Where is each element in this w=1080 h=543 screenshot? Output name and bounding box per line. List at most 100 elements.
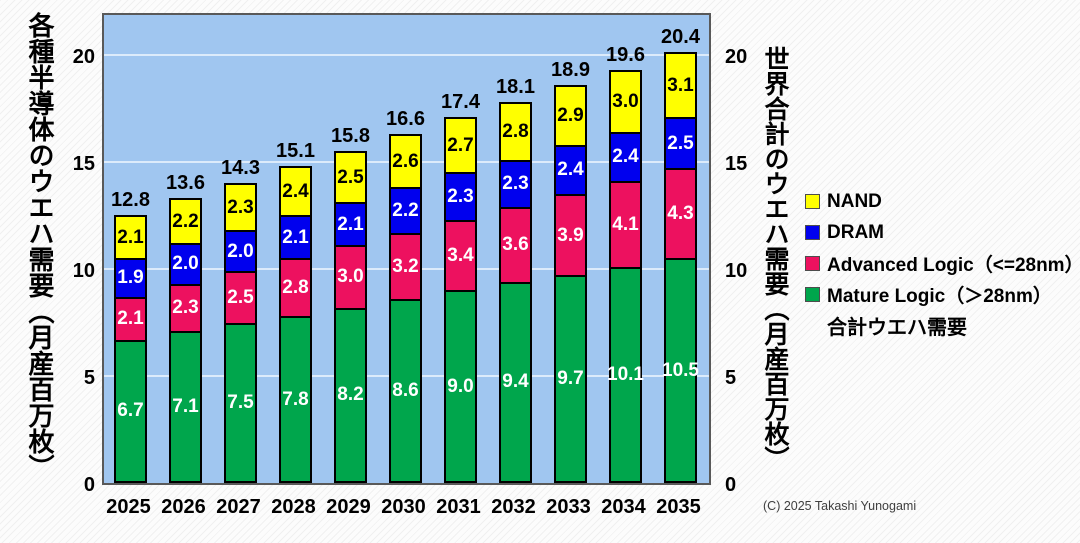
- bar-segment-dram: 2.0: [224, 230, 257, 273]
- bar-segment-mature-logic: 10.5: [662, 258, 699, 483]
- x-tick-label-2026: 2026: [161, 496, 206, 519]
- x-tick-label-2029: 2029: [326, 496, 371, 519]
- segment-value-label: 3.2: [392, 255, 419, 277]
- x-tick-label-2030: 2030: [381, 496, 426, 519]
- gridline-20: [104, 54, 709, 56]
- bar-stack: 7.5 2.5 2.0 2.3: [224, 182, 257, 483]
- segment-value-label: 3.9: [557, 224, 584, 246]
- bar-2026: 7.1 2.3 2.0 2.2 13.6: [166, 172, 205, 483]
- segment-value-label: 2.7: [447, 134, 474, 156]
- x-tick-label-2035: 2035: [656, 496, 701, 519]
- segment-value-label: 2.4: [282, 180, 309, 202]
- bar-segment-nand: 2.2: [169, 197, 202, 246]
- bar-2031: 9.0 3.4 2.3 2.7 17.4: [441, 91, 480, 483]
- bar-total-label: 17.4: [441, 90, 480, 113]
- segment-value-label: 7.5: [227, 391, 254, 413]
- bar-segment-nand: 2.4: [279, 165, 312, 218]
- x-tick-text: 2035: [656, 496, 701, 518]
- left-axis-title: 各種半導体のウエハ需要（月産百万枚）: [25, 12, 55, 480]
- segment-value-label: 2.0: [172, 253, 199, 275]
- segment-value-label: 9.4: [502, 371, 529, 393]
- segment-value-label: 3.0: [612, 90, 639, 112]
- segment-value-label: 1.9: [117, 267, 144, 289]
- bar-segment-mature-logic: 8.2: [334, 307, 367, 483]
- bar-segment-advanced-logic: 3.4: [444, 219, 477, 293]
- bar-stack: 9.0 3.4 2.3 2.7: [444, 116, 477, 483]
- segment-value-label: 2.1: [117, 308, 144, 330]
- bar-segment-advanced-logic: 2.8: [279, 258, 312, 319]
- segment-value-label: 2.3: [447, 186, 474, 208]
- bar-total-label: 19.6: [606, 43, 645, 66]
- bar-segment-nand: 2.3: [224, 182, 257, 233]
- copyright-text: (C) 2025 Takashi Yunogami: [763, 499, 917, 513]
- segment-value-label: 2.3: [172, 297, 199, 319]
- bars-container: 6.7 2.1 1.9 2.1 12.8 7.1 2.3 2.0 2.2 13.6 7.5 2.5 2.…: [104, 15, 709, 483]
- legend-label: NAND: [827, 190, 882, 212]
- bar-total-label: 20.4: [661, 26, 700, 49]
- bar-total-label: 18.9: [551, 58, 590, 81]
- bar-2034: 10.1 4.1 2.4 3.0 19.6: [606, 44, 645, 483]
- segment-value-label: 2.5: [337, 166, 364, 188]
- segment-value-label: 3.1: [667, 74, 694, 96]
- x-tick-label-2025: 2025: [106, 496, 151, 519]
- bar-segment-nand: 2.8: [499, 101, 532, 162]
- bar-segment-mature-logic: 7.5: [224, 322, 257, 483]
- legend-label: Mature Logic（＞28nm）: [827, 286, 1052, 307]
- segment-value-label: 2.1: [117, 226, 144, 248]
- segment-value-label: 10.1: [607, 363, 644, 385]
- y-tick-right-0: 0: [725, 474, 737, 496]
- bar-segment-advanced-logic: 4.3: [664, 168, 697, 261]
- bar-stack: 7.8 2.8 2.1 2.4: [279, 165, 312, 483]
- legend-item: 合計ウエハ需要: [805, 310, 1080, 341]
- bar-stack: 9.7 3.9 2.4 2.9: [554, 84, 587, 483]
- bar-segment-dram: 2.4: [609, 131, 642, 184]
- segment-value-label: 2.1: [337, 213, 364, 235]
- y-tick-right-15: 15: [725, 153, 748, 175]
- segment-value-label: 2.3: [502, 173, 529, 195]
- bar-segment-dram: 2.2: [389, 187, 422, 235]
- bar-2027: 7.5 2.5 2.0 2.3 14.3: [221, 157, 260, 483]
- segment-value-label: 2.4: [612, 146, 639, 168]
- segment-value-label: 7.8: [282, 388, 309, 410]
- bar-total-label: 12.8: [111, 189, 150, 212]
- y-tick-left-5: 5: [83, 367, 95, 389]
- bar-2025: 6.7 2.1 1.9 2.1 12.8: [111, 189, 150, 483]
- legend: NAND DRAM Advanced Logic（<=28nm） Mature Log…: [805, 186, 1080, 341]
- bar-segment-nand: 2.9: [554, 84, 587, 147]
- segment-value-label: 3.0: [337, 266, 364, 288]
- bar-segment-mature-logic: 10.1: [607, 266, 644, 483]
- segment-value-label: 2.3: [227, 196, 254, 218]
- legend-item: Mature Logic（＞28nm）: [805, 279, 1080, 310]
- legend-label: 合計ウエハ需要: [827, 317, 967, 339]
- bar-segment-nand: 3.0: [609, 69, 642, 134]
- segment-value-label: 4.3: [667, 203, 694, 225]
- x-tick-text: 2029: [326, 496, 371, 518]
- bar-segment-advanced-logic: 2.5: [224, 271, 257, 325]
- segment-value-label: 2.5: [227, 286, 254, 308]
- bar-segment-nand: 2.7: [444, 116, 477, 175]
- bar-total-label: 18.1: [496, 75, 535, 98]
- bar-2028: 7.8 2.8 2.1 2.4 15.1: [276, 140, 315, 483]
- segment-value-label: 6.7: [117, 400, 144, 422]
- bar-stack: 7.1 2.3 2.0 2.2: [169, 197, 202, 483]
- legend-item: NAND: [805, 186, 1080, 217]
- segment-value-label: 7.1: [172, 396, 199, 418]
- bar-segment-mature-logic: 7.1: [169, 331, 202, 483]
- x-tick-text: 2033: [546, 496, 591, 518]
- bar-segment-dram: 2.1: [334, 202, 367, 248]
- bar-segment-dram: 1.9: [114, 258, 147, 299]
- x-tick-label-2028: 2028: [271, 496, 316, 519]
- x-tick-text: 2030: [381, 496, 426, 518]
- bar-stack: 8.2 3.0 2.1 2.5: [334, 150, 367, 483]
- segment-value-label: 8.2: [337, 384, 364, 406]
- bar-segment-nand: 2.6: [389, 133, 422, 190]
- x-tick-text: 2031: [436, 496, 481, 518]
- segment-value-label: 2.5: [667, 132, 694, 154]
- y-tick-right-5: 5: [725, 367, 737, 389]
- y-tick-right-10: 10: [725, 260, 748, 282]
- bar-segment-dram: 2.3: [444, 172, 477, 222]
- bar-segment-mature-logic: 8.6: [389, 298, 422, 483]
- bar-segment-nand: 2.1: [114, 215, 147, 261]
- x-tick-text: 2027: [216, 496, 261, 518]
